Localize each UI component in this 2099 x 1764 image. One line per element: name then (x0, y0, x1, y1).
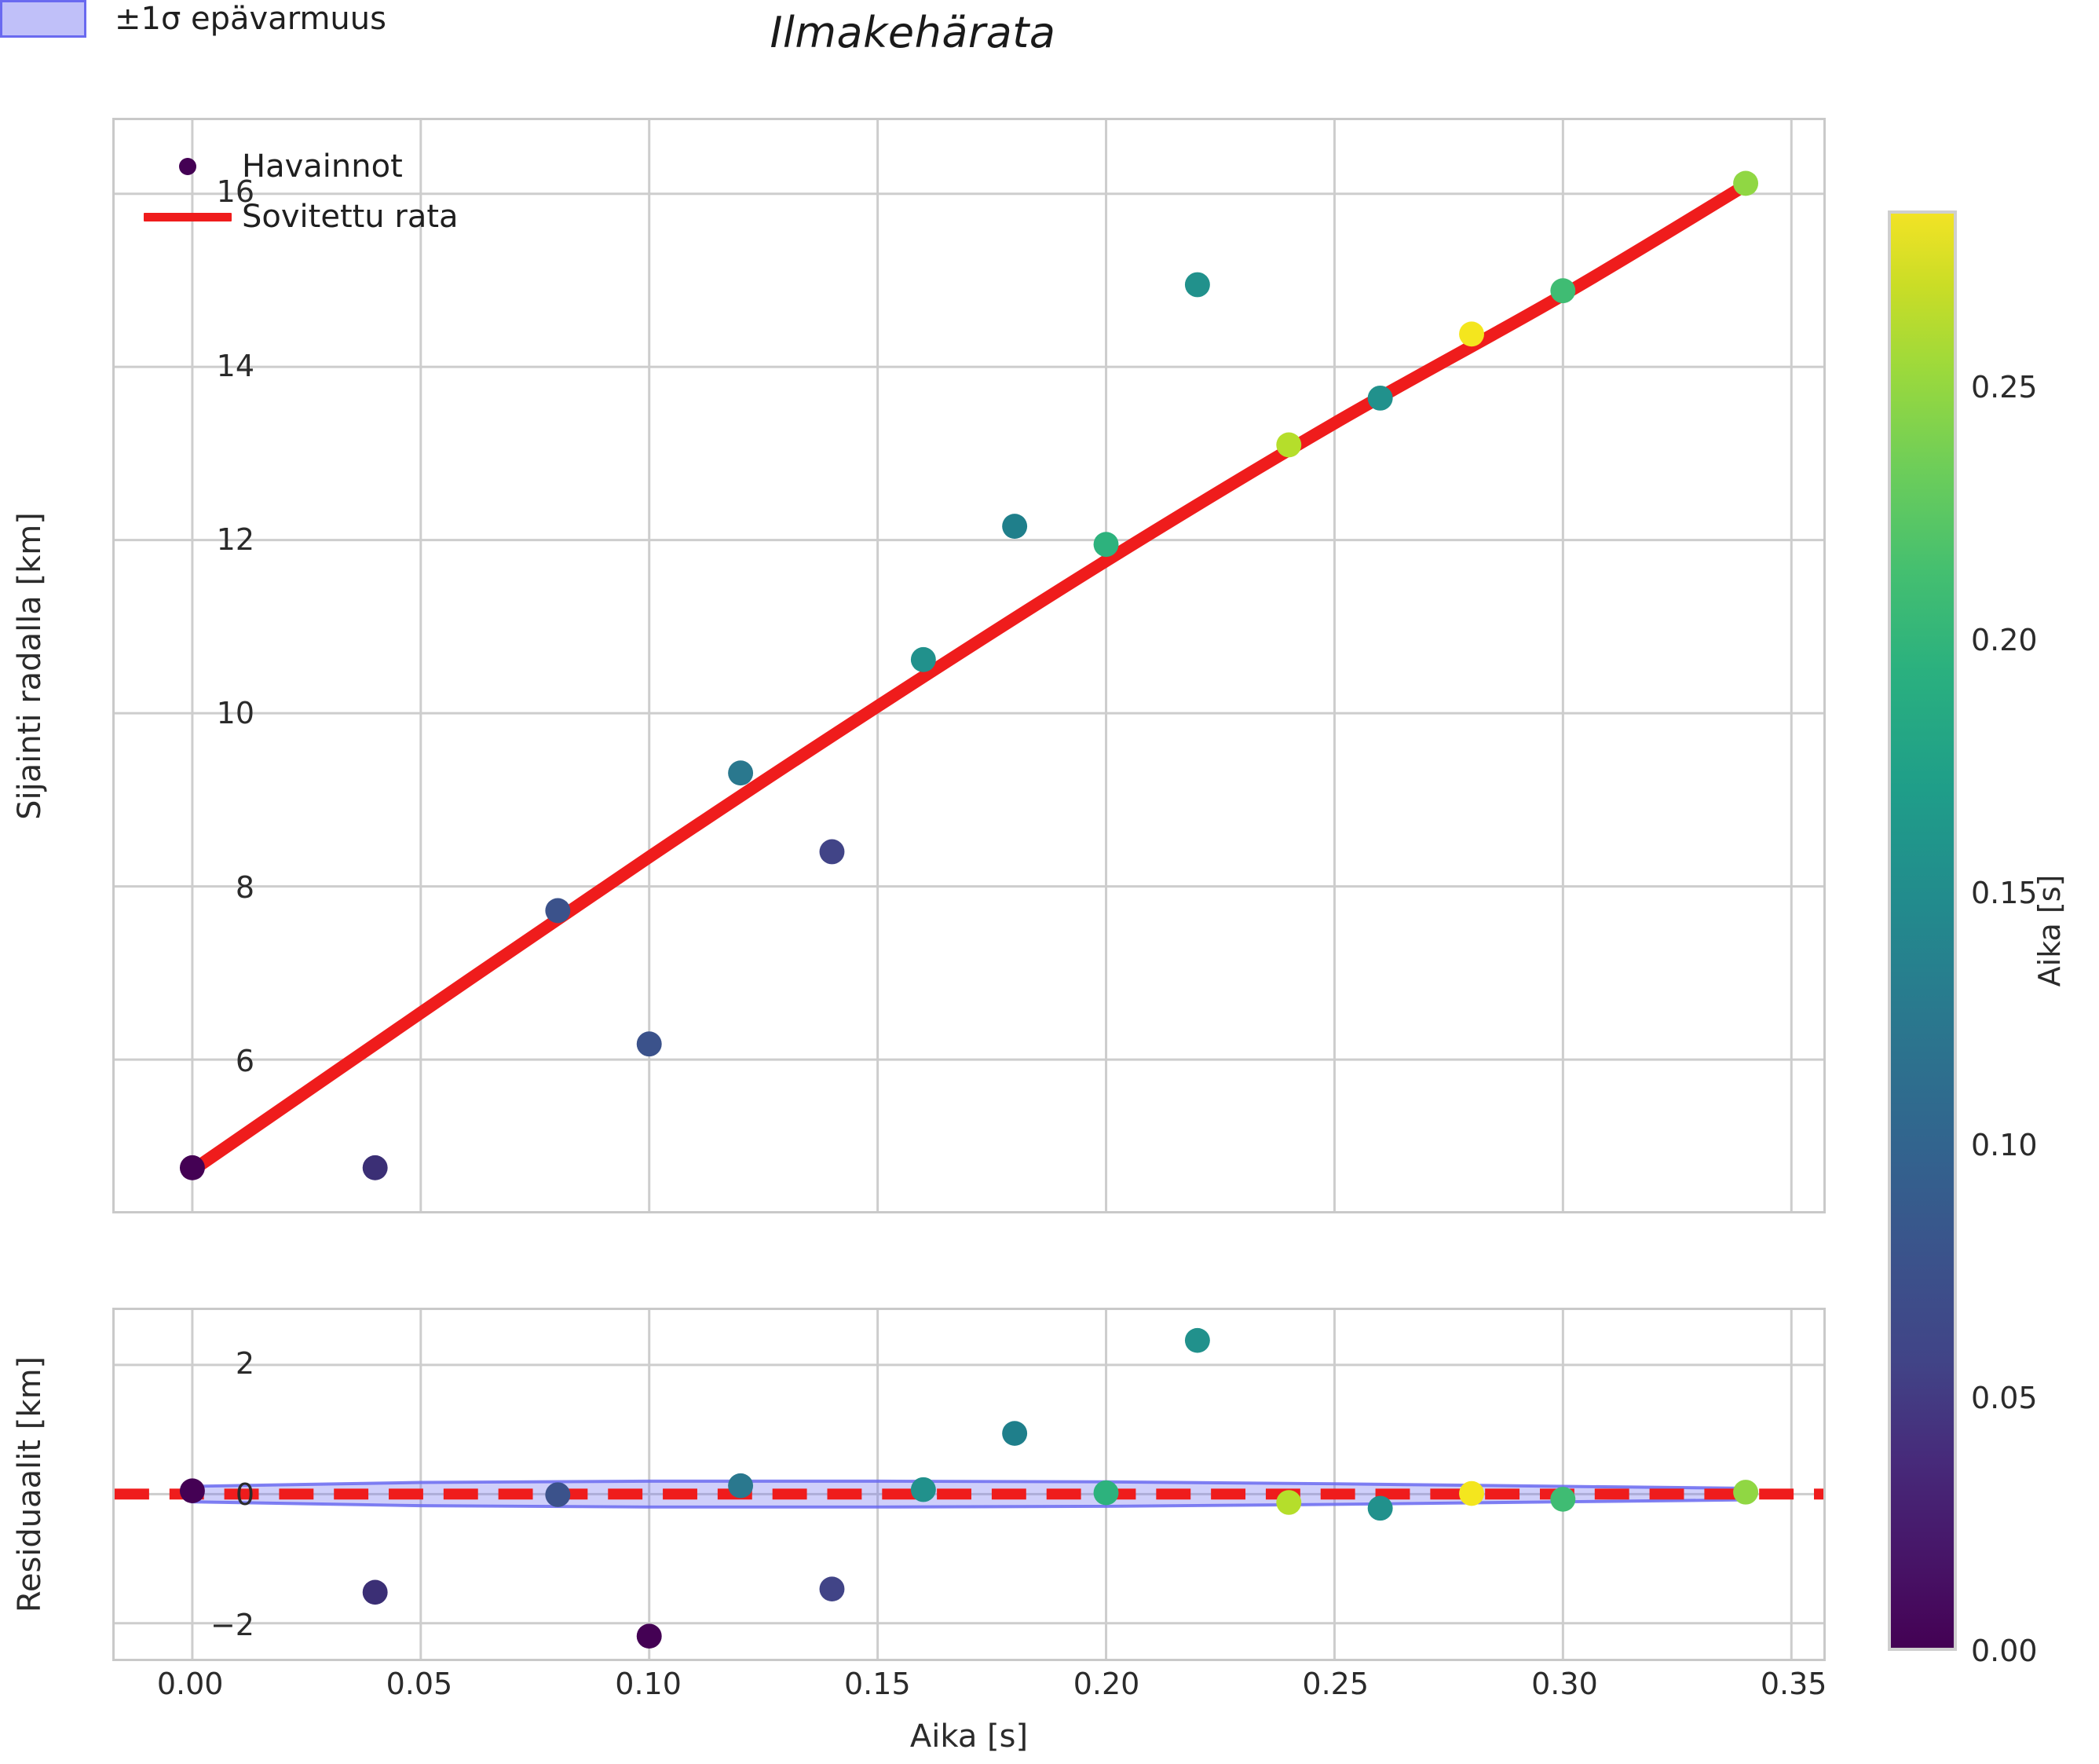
residual-point (1550, 1487, 1576, 1512)
main-y-tick-label: 14 (216, 348, 254, 383)
legend-label-epavarmuus: ±1σ epävarmuus (115, 1, 386, 37)
residuals-plot-panel (112, 1308, 1826, 1661)
observation-point (728, 760, 754, 786)
x-tick-label: 0.20 (1073, 1667, 1140, 1701)
observation-point (1733, 170, 1759, 196)
residuals-y-tick-label: −2 (210, 1608, 254, 1643)
legend-label-sovitettu-rata: Sovitettu rata (242, 199, 459, 235)
residual-point (1093, 1480, 1119, 1506)
main-y-tick-label: 10 (216, 696, 254, 731)
residuals-y-tick-label: 2 (235, 1345, 254, 1381)
main-plot-canvas (115, 120, 1823, 1211)
x-tick-label: 0.05 (386, 1667, 453, 1701)
main-y-tick-label: 8 (235, 869, 254, 905)
x-axis-title: Aika [s] (909, 1718, 1029, 1755)
x-tick-label: 0.35 (1760, 1667, 1827, 1701)
x-tick-label: 0.30 (1531, 1667, 1598, 1701)
scatter-marker-icon (133, 158, 242, 175)
residual-point (910, 1477, 936, 1502)
observation-point (1002, 514, 1028, 539)
observation-point (362, 1155, 388, 1180)
observation-point (1093, 532, 1119, 558)
fit-line-icon (133, 212, 242, 221)
residual-point (1367, 1495, 1393, 1521)
residual-point (636, 1623, 662, 1649)
residual-point (728, 1473, 754, 1499)
observation-point (636, 1031, 662, 1057)
x-tick-label: 0.10 (615, 1667, 682, 1701)
fit-line (185, 178, 1753, 1177)
observation-point (1276, 432, 1302, 458)
main-legend: Havainnot Sovitettu rata (133, 141, 471, 242)
observation-point (1459, 321, 1484, 347)
residual-point (819, 1576, 845, 1601)
observation-point (179, 1155, 205, 1180)
main-y-axis-title: Sijainti radalla [km] (12, 512, 48, 820)
observation-point (1367, 385, 1393, 411)
residual-point (1184, 1327, 1210, 1353)
main-y-tick-label: 6 (235, 1044, 254, 1079)
residuals-y-axis-title: Residuaalit [km] (12, 1356, 48, 1613)
legend-item-sovitettu-rata: Sovitettu rata (133, 192, 471, 242)
x-tick-label: 0.15 (844, 1667, 911, 1701)
colorbar-tick-label: 0.00 (1971, 1634, 2038, 1668)
uncertainty-band-icon (0, 0, 86, 38)
residuals-y-tick-label: 0 (235, 1477, 254, 1512)
residual-point (1459, 1480, 1484, 1506)
observation-point (1184, 272, 1210, 298)
main-y-tick-label: 16 (216, 174, 254, 210)
residual-point (362, 1579, 388, 1605)
x-tick-label: 0.00 (156, 1667, 224, 1701)
residual-point (1276, 1490, 1302, 1515)
residual-point (1002, 1421, 1028, 1446)
residual-point (1733, 1480, 1759, 1505)
legend-label-havainnot: Havainnot (242, 148, 403, 185)
residual-point (179, 1478, 205, 1503)
colorbar-tick-label: 0.20 (1971, 622, 2038, 657)
residuals-plot-canvas (115, 1310, 1823, 1659)
main-y-tick-label: 12 (216, 522, 254, 557)
observation-point (819, 839, 845, 865)
colorbar-tick-label: 0.25 (1971, 370, 2038, 405)
colorbar (1888, 210, 1957, 1651)
colorbar-tick-label: 0.15 (1971, 875, 2038, 910)
observation-point (1550, 278, 1576, 304)
colorbar-tick-label: 0.10 (1971, 1128, 2038, 1163)
legend-item-havainnot: Havainnot (133, 141, 471, 192)
main-plot-panel (112, 118, 1826, 1213)
colorbar-tick-label: 0.05 (1971, 1381, 2038, 1416)
residual-point (545, 1482, 571, 1507)
page-title: Ilmakehärata (770, 8, 1056, 57)
residuals-legend: ±1σ epävarmuus (0, 0, 2099, 38)
observation-point (910, 646, 936, 672)
observation-point (545, 898, 571, 924)
x-tick-label: 0.25 (1302, 1667, 1369, 1701)
